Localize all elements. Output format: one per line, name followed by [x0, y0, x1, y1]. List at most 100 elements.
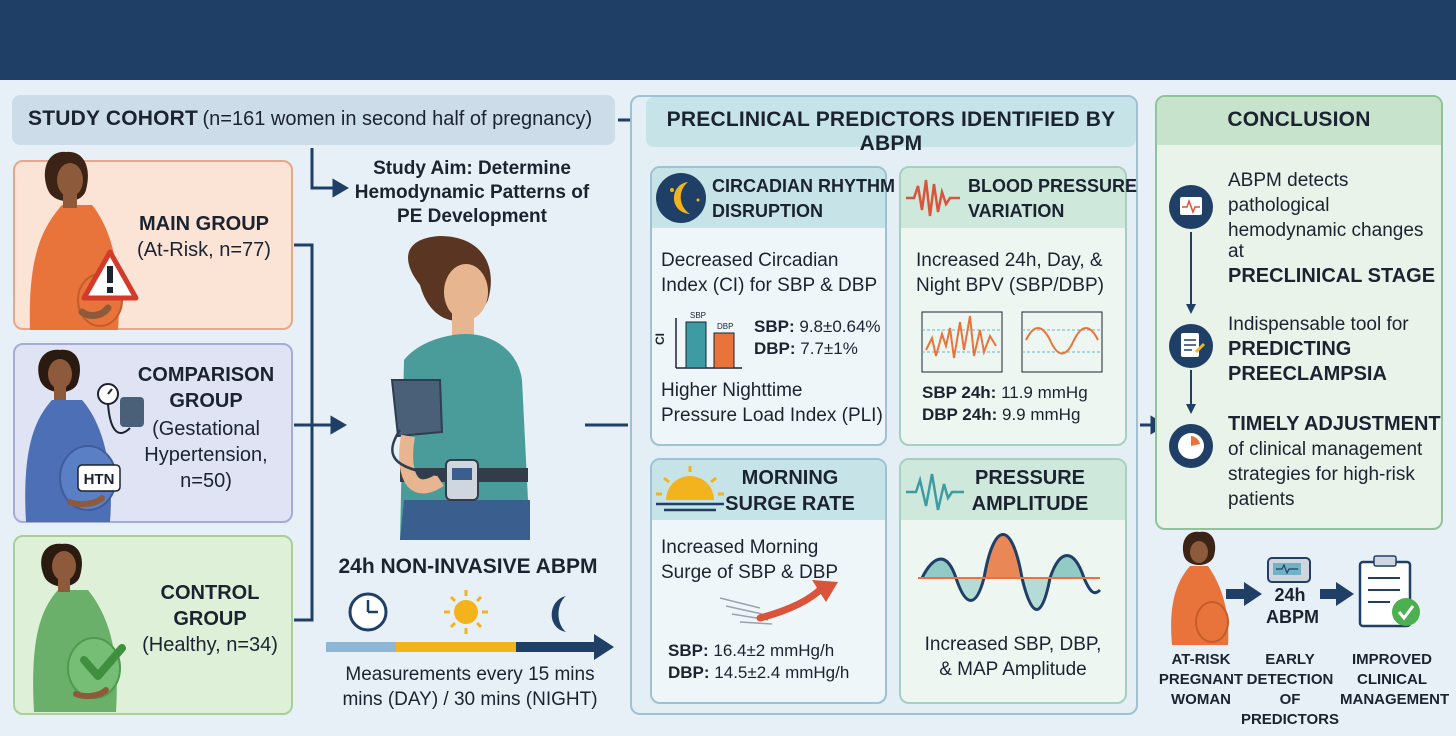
- amplitude-desc: Increased SBP, DBP, & MAP Amplitude: [905, 632, 1121, 682]
- conclusion-header: [1157, 97, 1441, 145]
- circadian-desc-2: Index (CI) for SBP & DBP: [661, 275, 878, 296]
- control-group-woman-icon: [33, 543, 126, 712]
- study-aim: Study Aim: Determine Hemodynamic Pattern…: [354, 158, 590, 227]
- flow-step-3-line-1: IMPROVED: [1351, 651, 1432, 668]
- study-cohort-text: STUDY COHORT (n=161 women in second half…: [28, 107, 592, 131]
- conclusion-item-3-line-1: of clinical management: [1228, 439, 1423, 460]
- study-cohort-banner: [12, 95, 615, 145]
- abpm-note-1: Measurements every 15 mins: [345, 664, 595, 685]
- conclusion-item-1: ABPM detects pathological hemodynamic ch…: [1228, 168, 1435, 291]
- amplitude-desc-2: & MAP Amplitude: [939, 659, 1087, 680]
- moon-icon: [551, 596, 566, 632]
- header-bar: [0, 0, 1456, 80]
- circadian-title-1: CIRCADIAN RHYTHM: [712, 176, 895, 196]
- ci-bar-sbp: [685, 321, 707, 369]
- flow-step-2-top: 24h ABPM: [1266, 584, 1319, 628]
- control-group-name-1: CONTROL: [160, 582, 260, 604]
- timeline-bar: [326, 634, 614, 660]
- amplitude-title-2: AMPLITUDE: [971, 493, 1089, 515]
- amplitude-wave-chart: [918, 533, 1102, 611]
- amplitude-desc-1: Increased SBP, DBP,: [924, 634, 1102, 655]
- control-group-detail: (Healthy, n=34): [142, 634, 278, 656]
- checklist-icon: [1358, 555, 1420, 628]
- monitor-icon: [1169, 185, 1213, 229]
- comparison-group-name-2: GROUP: [169, 390, 243, 412]
- flow-step-3-line-3: MANAGEMENT: [1340, 691, 1450, 708]
- ci-axis-label: CI: [653, 333, 667, 345]
- surge-title: MORNING SURGE RATE: [720, 465, 860, 517]
- main-group-name: MAIN GROUP: [139, 213, 269, 235]
- surge-title-2: SURGE RATE: [725, 493, 855, 515]
- abpm-device-icon: [1267, 557, 1311, 583]
- aim-arrow: [310, 148, 349, 198]
- main-group-detail: (At-Risk, n=77): [137, 239, 271, 261]
- flow-step-2-top-1: 24h: [1274, 585, 1306, 605]
- surge-sbp-value: 16.4±2 mmHg/h: [713, 641, 835, 660]
- surge-dbp-label: DBP:: [668, 663, 710, 682]
- bpv-desc: Increased 24h, Day, & Night BPV (SBP/DBP…: [916, 248, 1104, 298]
- surge-arrow-icon: [719, 580, 838, 625]
- surge-dbp-value: 14.5±2.4 mmHg/h: [714, 663, 850, 682]
- flow-step-2-line-3: PREDICTORS: [1240, 711, 1340, 728]
- flow-step-1-line-2: PREGNANT: [1158, 671, 1244, 688]
- surge-values: SBP: 16.4±2 mmHg/h DBP: 14.5±2.4 mmHg/h: [668, 640, 849, 684]
- bpv-title: BLOOD PRESSURE VARIATION: [968, 174, 1137, 224]
- conclusion-item-2-bold-1: PREDICTING: [1228, 338, 1352, 360]
- conclusion-item-3: TIMELY ADJUSTMENT of clinical management…: [1228, 412, 1441, 512]
- circadian-extra-2: Pressure Load Index (PLI): [661, 405, 883, 426]
- conclusion-item-2-bold-2: PREECLAMPSIA: [1228, 363, 1387, 385]
- surge-desc-2: Surge of SBP & DBP: [661, 562, 839, 583]
- circadian-title: CIRCADIAN RHYTHM DISRUPTION: [712, 174, 895, 224]
- flow-step-1: AT-RISK PREGNANT WOMAN: [1156, 650, 1246, 710]
- flow-step-2-line-1: EARLY: [1265, 651, 1315, 668]
- control-group-name-2: GROUP: [173, 608, 247, 630]
- comparison-group-detail-3: n=50): [180, 470, 232, 492]
- ci-bar-dbp: [713, 332, 735, 369]
- conclusion-item-3-line-3: patients: [1228, 489, 1295, 510]
- flow-arrow-2: [1320, 582, 1354, 606]
- bpv-values: SBP 24h: 11.9 mmHg DBP 24h: 9.9 mmHg: [922, 382, 1088, 426]
- comparison-group-detail-1: (Gestational: [152, 418, 260, 440]
- sunrise-icon: [656, 466, 724, 512]
- main-group-text: MAIN GROUP (At-Risk, n=77): [128, 211, 280, 263]
- timer-icon: [1169, 424, 1213, 468]
- surge-desc-1: Increased Morning: [661, 537, 819, 558]
- flow-step-1-line-1: AT-RISK: [1171, 651, 1231, 668]
- bpv-dbp-value: 9.9 mmHg: [1002, 405, 1081, 424]
- groups-bracket: [294, 243, 347, 622]
- bpv-dbp-label: DBP 24h:: [922, 405, 998, 424]
- bpv-desc-2: Night BPV (SBP/DBP): [916, 275, 1104, 296]
- abpm-note: Measurements every 15 mins mins (DAY) / …: [320, 662, 620, 712]
- circadian-dbp-label: DBP:: [754, 339, 796, 358]
- amplitude-title-1: PRESSURE: [974, 467, 1086, 489]
- control-group-text: CONTROL GROUP (Healthy, n=34): [135, 580, 285, 658]
- conclusion-item-2: Indispensable tool for PREDICTING PREECL…: [1228, 312, 1409, 387]
- circadian-sbp-label: SBP:: [754, 317, 795, 336]
- circadian-extra: Higher Nighttime Pressure Load Index (PL…: [661, 378, 883, 428]
- bpv-sbp-label: SBP 24h:: [922, 383, 997, 402]
- abpm-woman-illustration: [390, 236, 530, 540]
- comparison-group-name-1: COMPARISON: [137, 364, 275, 386]
- flow-arrow-1: [1226, 582, 1262, 606]
- flow-step-2-line-2: DETECTION OF: [1246, 671, 1334, 708]
- clipboard-icon: [1169, 324, 1213, 368]
- bpv-title-2: VARIATION: [968, 201, 1065, 221]
- circadian-extra-1: Higher Nighttime: [661, 380, 803, 401]
- bpv-sbp-value: 11.9 mmHg: [1001, 383, 1088, 402]
- flow-step-1-line-3: WOMAN: [1171, 691, 1231, 708]
- surge-title-1: MORNING: [741, 467, 839, 489]
- flow-step-3: IMPROVED CLINICAL MANAGEMENT: [1340, 650, 1450, 710]
- conclusion-item-1-line-3: hemodynamic changes: [1228, 220, 1424, 241]
- surge-desc: Increased Morning Surge of SBP & DBP: [661, 535, 838, 585]
- ci-bar-sbp-label: SBP: [690, 311, 706, 320]
- conclusion-item-1-line-4: at: [1228, 241, 1244, 262]
- circadian-desc-1: Decreased Circadian: [661, 250, 839, 271]
- flow-step-2: EARLY DETECTION OF PREDICTORS: [1240, 650, 1340, 730]
- circadian-values: SBP: 9.8±0.64% DBP: 7.7±1%: [754, 316, 881, 360]
- circadian-sbp-value: 9.8±0.64%: [799, 317, 881, 336]
- comparison-group-woman-icon: HTN: [25, 349, 144, 522]
- night-moon-icon: [656, 173, 706, 223]
- ci-bar-dbp-label: DBP: [717, 322, 733, 331]
- circadian-title-2: DISRUPTION: [712, 201, 824, 221]
